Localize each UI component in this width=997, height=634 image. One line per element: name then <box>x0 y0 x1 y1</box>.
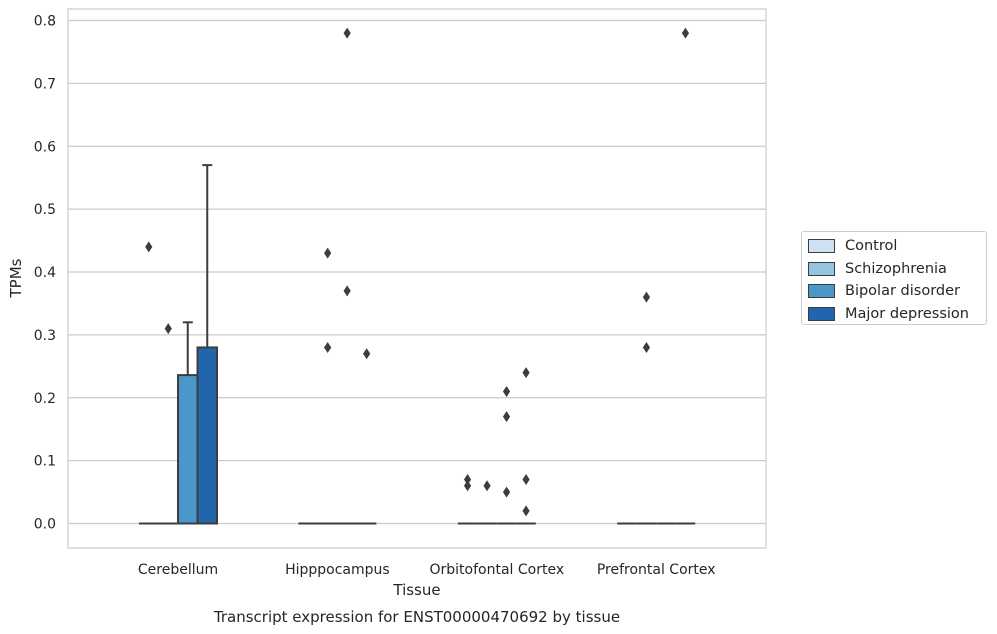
x-tick-label: Cerebellum <box>138 562 218 578</box>
x-tick-label: Hipppocampus <box>285 562 390 578</box>
legend-item-bipolar-disorder: Bipolar disorder <box>808 280 986 303</box>
gridlines <box>68 19 766 525</box>
figure-caption: Transcript expression for ENST0000047069… <box>213 608 620 626</box>
y-tick-label: 0.5 <box>34 202 56 218</box>
legend-swatch-control <box>808 239 835 254</box>
box <box>196 346 218 525</box>
legend-item-control: Control <box>808 235 986 258</box>
outlier-point <box>363 348 371 360</box>
legend-label-major-depression: Major depression <box>845 305 969 322</box>
x-tick-label: Orbitofontal Cortex <box>429 562 564 578</box>
outlier-point <box>463 473 472 485</box>
x-axis-label: Tissue <box>392 581 440 599</box>
outlier-point <box>463 480 472 492</box>
outlier-point <box>145 241 153 253</box>
y-tick-labels: 0.0 0.1 0.2 0.3 0.4 0.5 0.6 0.7 0.8 <box>34 14 56 533</box>
outlier-marks <box>145 27 690 517</box>
legend-label-control: Control <box>845 238 898 255</box>
outlier-point <box>483 480 491 492</box>
outlier-point <box>642 341 651 353</box>
outlier-point <box>164 323 172 335</box>
outlier-point <box>343 285 351 297</box>
x-tick-label: Prefrontal Cortex <box>597 562 716 578</box>
outlier-point <box>522 473 530 485</box>
y-tick-label: 0.1 <box>34 454 56 470</box>
outlier-point <box>522 505 530 517</box>
y-tick-label: 0.7 <box>34 76 56 92</box>
outlier-point <box>681 27 690 39</box>
box-marks <box>139 164 696 525</box>
legend-swatch-bipolar-disorder <box>808 284 835 299</box>
outlier-point <box>502 385 511 397</box>
outlier-point <box>324 341 332 353</box>
y-axis-label: TPMs <box>7 258 25 298</box>
legend-item-schizophrenia: Schizophrenia <box>808 258 986 281</box>
y-tick-label: 0.3 <box>34 328 56 344</box>
y-tick-label: 0.8 <box>34 14 56 30</box>
y-tick-label: 0.4 <box>34 265 56 281</box>
outlier-point <box>502 411 511 423</box>
outlier-point <box>522 367 530 379</box>
x-tick-labels: Cerebellum Hipppocampus Orbitofontal Corte… <box>138 562 716 578</box>
legend-label-bipolar-disorder: Bipolar disorder <box>845 283 960 300</box>
plot-frame <box>67 8 767 549</box>
outlier-point <box>324 247 332 259</box>
legend-swatch-major-depression <box>808 306 835 321</box>
box <box>177 374 199 525</box>
legend-item-major-depression: Major depression <box>808 303 986 326</box>
outlier-point <box>502 486 511 498</box>
legend-swatch-schizophrenia <box>808 261 835 276</box>
legend-label-schizophrenia: Schizophrenia <box>845 260 947 277</box>
y-tick-label: 0.6 <box>34 139 56 155</box>
outlier-point <box>343 27 351 39</box>
legend: Control Schizophrenia Bipolar disorder M… <box>801 231 987 325</box>
outlier-point <box>642 291 651 303</box>
y-tick-label: 0.2 <box>34 391 56 407</box>
y-tick-label: 0.0 <box>34 517 56 533</box>
